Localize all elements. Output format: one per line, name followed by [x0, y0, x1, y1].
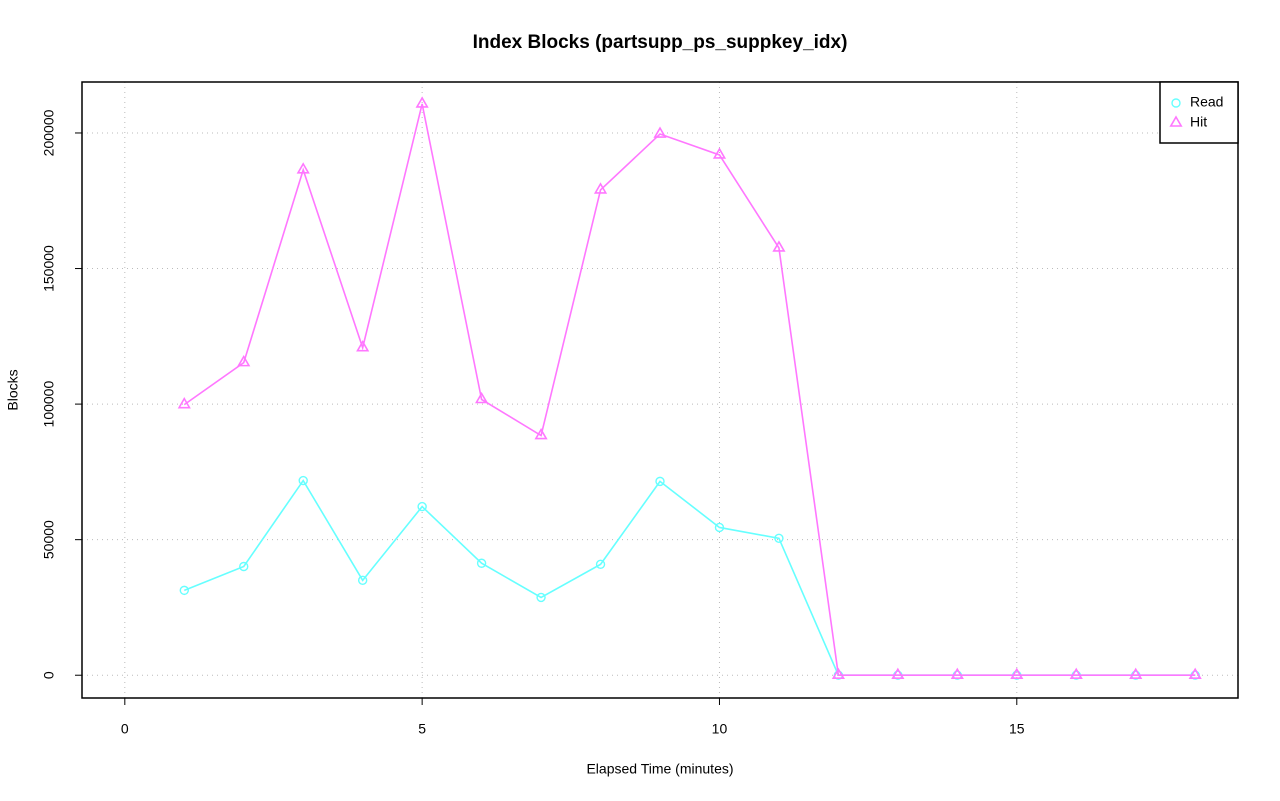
point [177, 397, 191, 409]
point [415, 96, 429, 108]
y-tick-label: 100000 [41, 381, 57, 428]
point [296, 162, 310, 174]
plot-frame [81, 81, 1239, 699]
y-tick-label: 0 [41, 671, 57, 679]
point [417, 501, 427, 512]
legend-label: Read [1190, 94, 1223, 110]
legend-marker [1169, 115, 1183, 127]
point [534, 427, 548, 440]
point [239, 561, 249, 572]
y-axis-title: Blocks [5, 369, 21, 410]
x-tick-label: 5 [418, 721, 426, 737]
point [772, 240, 786, 252]
y-tick-label: 50000 [41, 520, 57, 559]
point [1069, 667, 1083, 680]
point [1188, 667, 1202, 680]
x-tick-label: 0 [121, 721, 129, 737]
x-tick-label: 10 [712, 721, 728, 737]
point [831, 667, 845, 680]
chart-title: Index Blocks (partsupp_ps_suppkey_idx) [473, 32, 848, 53]
point [714, 522, 725, 533]
point [655, 476, 665, 487]
legend-marker [1171, 98, 1181, 108]
point [476, 558, 487, 568]
point [653, 126, 667, 138]
point [1010, 667, 1024, 680]
series-line [183, 103, 1196, 677]
point [357, 575, 368, 586]
point [712, 147, 727, 159]
x-tick-label: 15 [1009, 721, 1025, 737]
point [595, 559, 606, 570]
point [774, 533, 784, 544]
y-tick-label: 200000 [41, 109, 57, 156]
x-axis-title: Elapsed Time (minutes) [586, 761, 733, 777]
legend-box [1159, 81, 1239, 144]
legend-label: Hit [1190, 114, 1207, 130]
series-line [183, 479, 1196, 677]
point [179, 585, 189, 596]
y-tick-label: 150000 [41, 245, 57, 292]
point [356, 340, 370, 352]
point [1129, 667, 1143, 680]
point [593, 182, 608, 194]
point [950, 667, 964, 680]
point [237, 355, 251, 367]
point [298, 475, 308, 486]
point [891, 667, 905, 680]
point [536, 592, 546, 603]
point [475, 391, 489, 404]
